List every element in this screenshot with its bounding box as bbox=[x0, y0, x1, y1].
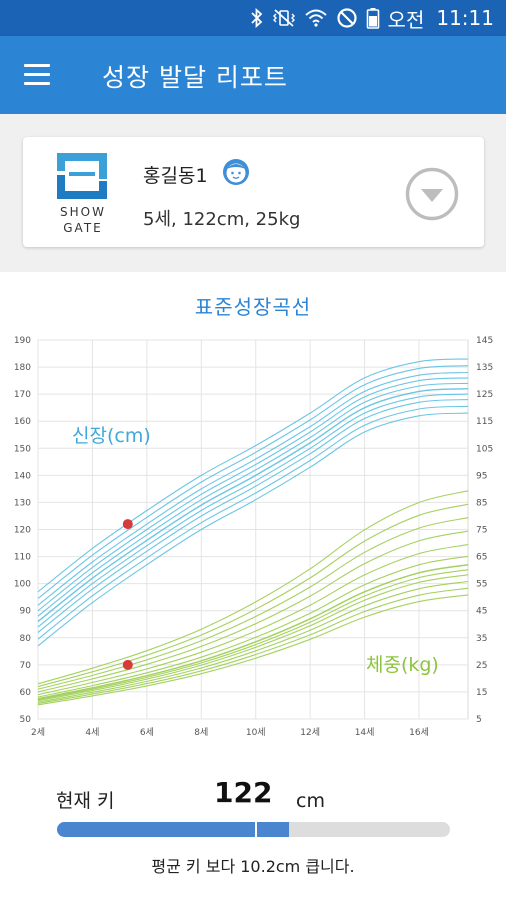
x-tick-label: 4세 bbox=[85, 727, 99, 738]
weight-percentile-curve bbox=[37, 563, 469, 700]
height-percentile-curve bbox=[37, 358, 469, 593]
height-data-point bbox=[122, 519, 133, 530]
height-percentile-curve bbox=[37, 399, 469, 633]
weight-data-point bbox=[122, 659, 133, 670]
battery-icon bbox=[366, 8, 379, 29]
y-right-tick-label: 65 bbox=[476, 553, 487, 563]
height-percentile-curve bbox=[37, 371, 469, 606]
y-left-tick-label: 190 bbox=[14, 336, 31, 346]
current-height-label: 현재 키 bbox=[56, 790, 115, 812]
y-right-tick-label: 105 bbox=[476, 444, 493, 454]
weight-percentile-curve bbox=[37, 594, 469, 706]
weight-percentile-curve bbox=[37, 490, 469, 685]
height-percentile-curve bbox=[37, 365, 469, 599]
average-height-marker bbox=[255, 822, 258, 837]
x-tick-label: 2세 bbox=[31, 727, 45, 738]
child-face-icon bbox=[223, 159, 249, 185]
height-progress-bar bbox=[57, 822, 450, 837]
x-tick-label: 14세 bbox=[355, 727, 375, 738]
weight-percentile-curve bbox=[37, 530, 469, 693]
logo-text-top: SHOW bbox=[60, 205, 106, 219]
y-left-tick-label: 120 bbox=[14, 526, 31, 536]
child-stats: 5세, 122cm, 25kg bbox=[143, 209, 301, 230]
y-right-tick-label: 85 bbox=[476, 498, 487, 508]
y-left-tick-label: 150 bbox=[14, 444, 31, 454]
y-right-tick-label: 75 bbox=[476, 526, 487, 536]
app-bar: 성장 발달 리포트 bbox=[0, 36, 506, 114]
height-percentile-curve bbox=[37, 382, 469, 617]
y-left-tick-label: 50 bbox=[20, 715, 32, 725]
y-left-tick-label: 90 bbox=[20, 607, 32, 617]
y-left-tick-label: 110 bbox=[14, 553, 31, 563]
weight-percentile-curve bbox=[37, 574, 469, 702]
height-percentile-curve bbox=[37, 405, 469, 640]
status-ampm: 오전 bbox=[387, 7, 425, 32]
height-comparison-text: 평균 키 보다 10.2cm 큽니다. bbox=[151, 857, 355, 876]
x-tick-label: 8세 bbox=[194, 727, 208, 738]
weight-percentile-curve bbox=[37, 517, 469, 690]
y-left-tick-label: 140 bbox=[14, 471, 31, 481]
weight-percentile-curve bbox=[37, 587, 469, 704]
y-right-tick-label: 15 bbox=[476, 688, 487, 698]
bluetooth-icon bbox=[250, 8, 262, 28]
brand-logo: SHOW GATE bbox=[55, 151, 111, 235]
y-right-tick-label: 135 bbox=[476, 363, 493, 373]
showgate-logo-icon bbox=[57, 153, 107, 199]
wifi-icon bbox=[304, 9, 327, 27]
weight-percentile-curve bbox=[37, 580, 469, 703]
height-percentile-curve bbox=[37, 377, 469, 612]
y-right-tick-label: 145 bbox=[476, 336, 493, 346]
weight-percentile-curve bbox=[37, 544, 469, 696]
x-tick-label: 12세 bbox=[300, 727, 320, 738]
height-series-label: 신장(cm) bbox=[72, 425, 151, 447]
y-left-tick-label: 100 bbox=[14, 580, 31, 590]
do-not-disturb-icon bbox=[336, 8, 357, 28]
y-right-tick-label: 45 bbox=[476, 607, 487, 617]
y-left-tick-label: 130 bbox=[14, 498, 31, 508]
status-bar: 오전 11:11 bbox=[0, 0, 506, 36]
x-tick-label: 6세 bbox=[140, 727, 154, 738]
height-percentile-curve bbox=[37, 393, 469, 628]
y-right-tick-label: 115 bbox=[476, 417, 493, 427]
logo-text-bottom: GATE bbox=[63, 221, 103, 235]
y-right-tick-label: 5 bbox=[476, 715, 482, 725]
child-name: 홍길동1 bbox=[143, 165, 208, 187]
y-left-tick-label: 180 bbox=[14, 363, 31, 373]
status-icons: 오전 11:11 bbox=[250, 0, 494, 36]
current-height-unit: cm bbox=[296, 790, 325, 812]
y-right-tick-label: 35 bbox=[476, 634, 487, 644]
vibrate-off-icon bbox=[272, 9, 295, 27]
x-tick-label: 10세 bbox=[246, 727, 266, 738]
height-progress-fill bbox=[57, 822, 289, 837]
y-right-tick-label: 95 bbox=[476, 471, 487, 481]
x-tick-label: 16세 bbox=[409, 727, 429, 738]
height-percentile-curve bbox=[37, 412, 469, 647]
profile-area: SHOW GATE 홍길동1 5세, 122cm, 25kg bbox=[0, 114, 506, 272]
growth-chart: 50 60 70 80 90 100 110 120 130 140 150 160 170 180 190… bbox=[14, 336, 493, 738]
page-title: 성장 발달 리포트 bbox=[102, 63, 288, 92]
y-right-tick-label: 125 bbox=[476, 390, 493, 400]
y-right-tick-label: 55 bbox=[476, 580, 487, 590]
y-left-tick-label: 170 bbox=[14, 390, 31, 400]
y-left-tick-label: 60 bbox=[20, 688, 32, 698]
weight-series-label: 체중(kg) bbox=[366, 654, 439, 676]
weight-percentile-curve bbox=[37, 555, 469, 698]
height-percentile-curve bbox=[37, 388, 469, 623]
status-time: 11:11 bbox=[436, 6, 494, 30]
y-right-tick-label: 25 bbox=[476, 661, 487, 671]
weight-percentile-curve bbox=[37, 503, 469, 688]
y-left-tick-label: 160 bbox=[14, 417, 31, 427]
current-height-value: 122 bbox=[214, 776, 273, 809]
chart-title: 표준성장곡선 bbox=[194, 295, 312, 319]
hamburger-menu-icon[interactable] bbox=[22, 62, 54, 88]
y-left-tick-label: 80 bbox=[20, 634, 32, 644]
chevron-down-circle-icon[interactable] bbox=[404, 166, 460, 222]
profile-card[interactable]: SHOW GATE 홍길동1 5세, 122cm, 25kg bbox=[23, 137, 484, 247]
weight-percentile-curve bbox=[37, 569, 469, 701]
y-left-tick-label: 70 bbox=[20, 661, 32, 671]
